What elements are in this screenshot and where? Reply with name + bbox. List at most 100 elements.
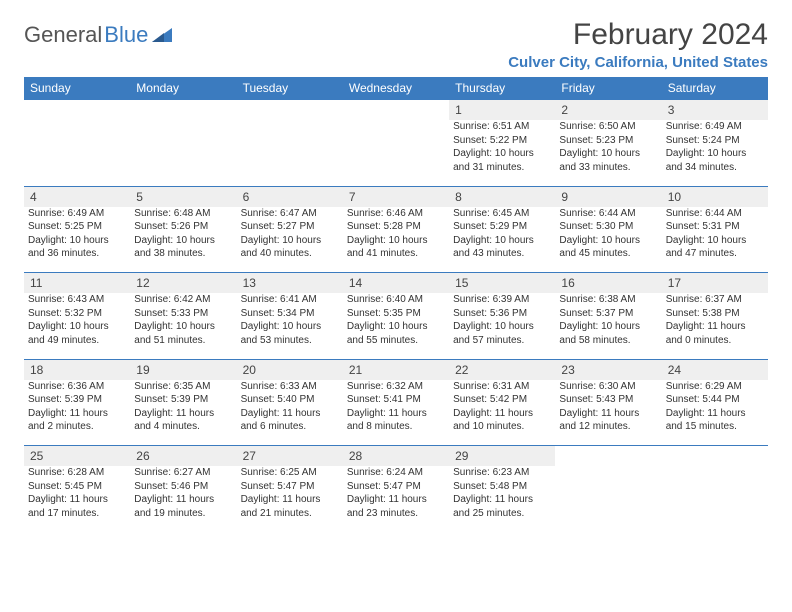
day-sr: Sunrise: 6:49 AM (28, 207, 126, 221)
day-ss: Sunset: 5:28 PM (347, 220, 445, 234)
day-number-cell: 27 (237, 446, 343, 467)
day-sr: Sunrise: 6:46 AM (347, 207, 445, 221)
dow-saturday: Saturday (662, 77, 768, 100)
day-dl2: and 40 minutes. (241, 247, 339, 261)
day-detail-cell (130, 120, 236, 180)
dow-friday: Friday (555, 77, 661, 100)
day-number-cell (237, 100, 343, 121)
day-sr: Sunrise: 6:48 AM (134, 207, 232, 221)
day-dl2: and 34 minutes. (666, 161, 764, 175)
day-dl1: Daylight: 11 hours (666, 320, 764, 334)
month-title: February 2024 (508, 18, 768, 52)
day-dl1: Daylight: 10 hours (28, 320, 126, 334)
calendar-page: GeneralBlue February 2024 Culver City, C… (0, 0, 792, 550)
day-detail-cell: Sunrise: 6:38 AMSunset: 5:37 PMDaylight:… (555, 293, 661, 353)
day-dl2: and 53 minutes. (241, 334, 339, 348)
day-detail-cell: Sunrise: 6:27 AMSunset: 5:46 PMDaylight:… (130, 466, 236, 526)
day-ss: Sunset: 5:33 PM (134, 307, 232, 321)
day-detail-cell (555, 466, 661, 526)
day-number-cell: 11 (24, 273, 130, 294)
day-ss: Sunset: 5:34 PM (241, 307, 339, 321)
day-detail-cell: Sunrise: 6:24 AMSunset: 5:47 PMDaylight:… (343, 466, 449, 526)
day-number-cell: 16 (555, 273, 661, 294)
day-dl1: Daylight: 10 hours (666, 234, 764, 248)
day-dl1: Daylight: 11 hours (134, 407, 232, 421)
day-dl1: Daylight: 10 hours (134, 234, 232, 248)
day-ss: Sunset: 5:26 PM (134, 220, 232, 234)
day-detail-cell: Sunrise: 6:36 AMSunset: 5:39 PMDaylight:… (24, 380, 130, 440)
calendar-body: 123Sunrise: 6:51 AMSunset: 5:22 PMDaylig… (24, 100, 768, 533)
day-number-cell: 6 (237, 186, 343, 207)
day-sr: Sunrise: 6:32 AM (347, 380, 445, 394)
day-detail-cell: Sunrise: 6:46 AMSunset: 5:28 PMDaylight:… (343, 207, 449, 267)
day-number-cell: 21 (343, 359, 449, 380)
day-number-cell: 18 (24, 359, 130, 380)
day-ss: Sunset: 5:36 PM (453, 307, 551, 321)
day-dl2: and 23 minutes. (347, 507, 445, 521)
day-number-cell: 3 (662, 100, 768, 121)
day-dl1: Daylight: 10 hours (559, 320, 657, 334)
day-dl2: and 51 minutes. (134, 334, 232, 348)
day-sr: Sunrise: 6:43 AM (28, 293, 126, 307)
day-sr: Sunrise: 6:38 AM (559, 293, 657, 307)
dow-header-row: Sunday Monday Tuesday Wednesday Thursday… (24, 77, 768, 100)
day-ss: Sunset: 5:35 PM (347, 307, 445, 321)
day-ss: Sunset: 5:43 PM (559, 393, 657, 407)
day-dl2: and 47 minutes. (666, 247, 764, 261)
day-dl1: Daylight: 11 hours (241, 407, 339, 421)
day-detail-cell: Sunrise: 6:42 AMSunset: 5:33 PMDaylight:… (130, 293, 236, 353)
day-ss: Sunset: 5:39 PM (134, 393, 232, 407)
day-ss: Sunset: 5:45 PM (28, 480, 126, 494)
day-dl1: Daylight: 11 hours (28, 407, 126, 421)
day-sr: Sunrise: 6:49 AM (666, 120, 764, 134)
day-ss: Sunset: 5:46 PM (134, 480, 232, 494)
day-number-cell: 7 (343, 186, 449, 207)
day-dl1: Daylight: 10 hours (347, 234, 445, 248)
day-sr: Sunrise: 6:44 AM (559, 207, 657, 221)
day-dl1: Daylight: 10 hours (453, 320, 551, 334)
day-dl2: and 43 minutes. (453, 247, 551, 261)
day-number-cell: 28 (343, 446, 449, 467)
day-dl1: Daylight: 10 hours (241, 234, 339, 248)
day-ss: Sunset: 5:24 PM (666, 134, 764, 148)
day-ss: Sunset: 5:29 PM (453, 220, 551, 234)
day-dl1: Daylight: 11 hours (241, 493, 339, 507)
day-number-cell: 2 (555, 100, 661, 121)
day-sr: Sunrise: 6:35 AM (134, 380, 232, 394)
day-dl2: and 21 minutes. (241, 507, 339, 521)
day-ss: Sunset: 5:48 PM (453, 480, 551, 494)
day-sr: Sunrise: 6:37 AM (666, 293, 764, 307)
day-ss: Sunset: 5:40 PM (241, 393, 339, 407)
day-detail-cell (24, 120, 130, 180)
dow-sunday: Sunday (24, 77, 130, 100)
day-detail-cell: Sunrise: 6:40 AMSunset: 5:35 PMDaylight:… (343, 293, 449, 353)
day-dl2: and 31 minutes. (453, 161, 551, 175)
brand-part2: Blue (104, 22, 148, 48)
brand-part1: General (24, 22, 102, 48)
day-dl2: and 15 minutes. (666, 420, 764, 434)
day-ss: Sunset: 5:41 PM (347, 393, 445, 407)
day-number-cell: 15 (449, 273, 555, 294)
day-detail-cell: Sunrise: 6:25 AMSunset: 5:47 PMDaylight:… (237, 466, 343, 526)
day-detail-cell: Sunrise: 6:23 AMSunset: 5:48 PMDaylight:… (449, 466, 555, 526)
day-detail-cell: Sunrise: 6:30 AMSunset: 5:43 PMDaylight:… (555, 380, 661, 440)
day-sr: Sunrise: 6:47 AM (241, 207, 339, 221)
day-dl1: Daylight: 11 hours (453, 493, 551, 507)
day-dl1: Daylight: 10 hours (666, 147, 764, 161)
day-sr: Sunrise: 6:25 AM (241, 466, 339, 480)
week-number-row: 18192021222324 (24, 359, 768, 380)
day-dl1: Daylight: 10 hours (453, 234, 551, 248)
day-dl2: and 8 minutes. (347, 420, 445, 434)
day-number-cell: 13 (237, 273, 343, 294)
day-ss: Sunset: 5:30 PM (559, 220, 657, 234)
day-detail-cell: Sunrise: 6:48 AMSunset: 5:26 PMDaylight:… (130, 207, 236, 267)
day-dl2: and 25 minutes. (453, 507, 551, 521)
dow-thursday: Thursday (449, 77, 555, 100)
day-ss: Sunset: 5:44 PM (666, 393, 764, 407)
day-ss: Sunset: 5:25 PM (28, 220, 126, 234)
day-number-cell: 14 (343, 273, 449, 294)
day-number-cell: 25 (24, 446, 130, 467)
day-detail-cell (662, 466, 768, 526)
week-detail-row: Sunrise: 6:49 AMSunset: 5:25 PM Daylight:… (24, 207, 768, 267)
day-dl2: and 0 minutes. (666, 334, 764, 348)
